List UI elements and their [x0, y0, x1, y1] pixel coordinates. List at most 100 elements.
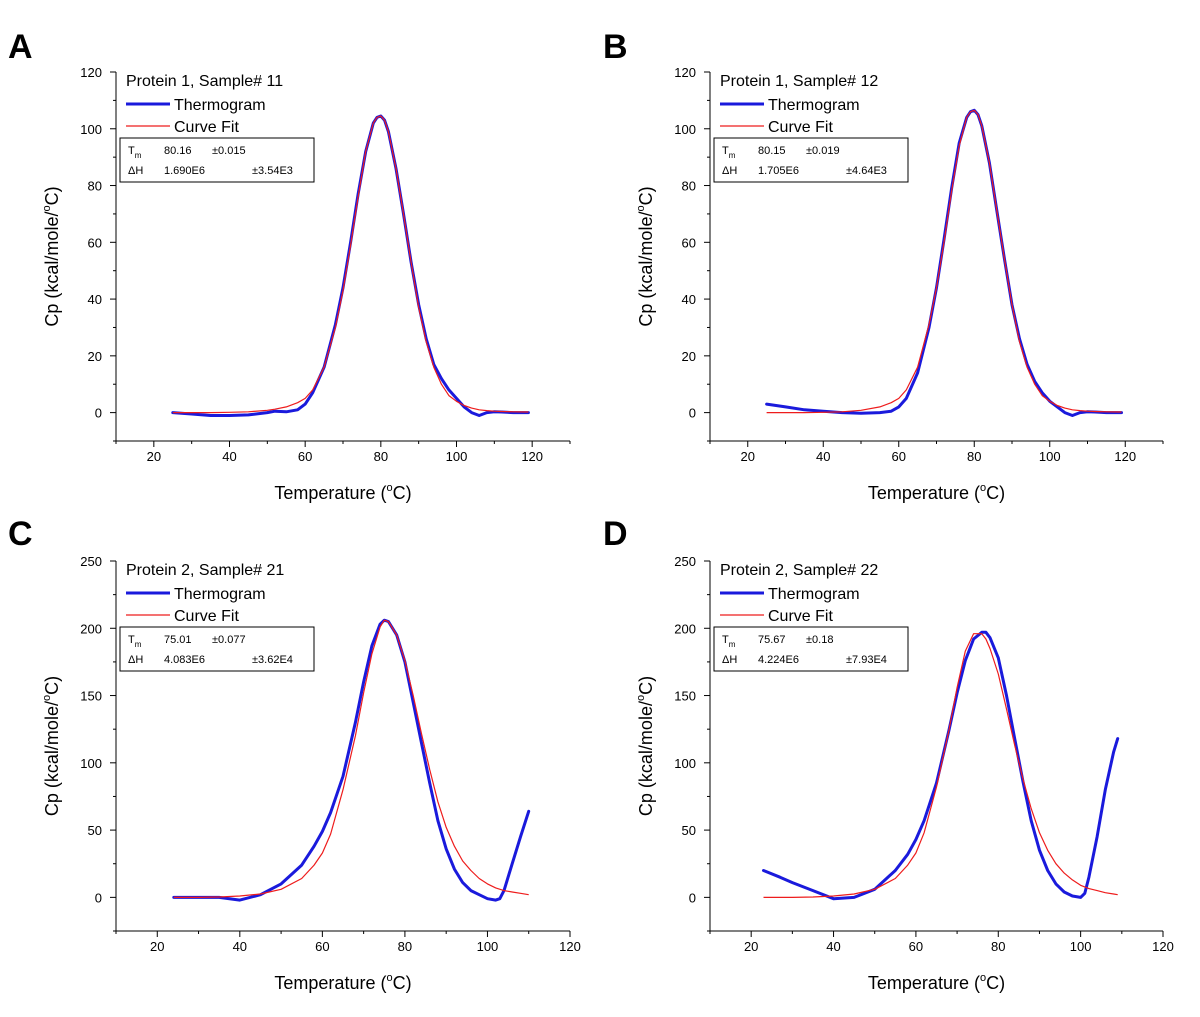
- y-tick-label: 100: [80, 756, 102, 771]
- dh-error: ±7.93E4: [846, 654, 887, 666]
- y-tick-label: 200: [674, 621, 696, 636]
- y-tick-label: 0: [689, 406, 696, 421]
- y-tick-label: 120: [674, 65, 696, 80]
- dh-error: ±3.54E3: [252, 165, 293, 177]
- dh-label: ΔH: [722, 654, 737, 666]
- x-tick-label: 60: [298, 449, 312, 464]
- x-axis-title: Temperature (oC): [274, 482, 411, 503]
- x-axis-title: Temperature (oC): [274, 972, 411, 993]
- x-tick-label: 120: [559, 939, 581, 954]
- dh-value: 1.690E6: [164, 165, 205, 177]
- y-tick-label: 20: [88, 349, 102, 364]
- dh-value: 4.083E6: [164, 654, 205, 666]
- dh-label: ΔH: [722, 165, 737, 177]
- y-tick-label: 50: [682, 823, 696, 838]
- dh-label: ΔH: [128, 165, 143, 177]
- x-tick-label: 60: [315, 939, 329, 954]
- y-tick-label: 250: [674, 554, 696, 569]
- panel-d: D 20 40 60 80 100 120 0 50 100 150 200 250 Temperatur…: [603, 515, 1174, 993]
- legend-thermogram-label: Thermogram: [768, 586, 860, 603]
- stats-box: [119, 137, 315, 183]
- y-tick-label: 100: [674, 756, 696, 771]
- y-tick-label: 50: [88, 823, 102, 838]
- legend-fit-label: Curve Fit: [768, 608, 833, 625]
- y-tick-label: 200: [80, 621, 102, 636]
- x-tick-label: 100: [1070, 939, 1092, 954]
- y-tick-label: 0: [689, 890, 696, 905]
- dh-label: ΔH: [128, 654, 143, 666]
- x-tick-label: 40: [826, 939, 840, 954]
- legend-fit-label: Curve Fit: [174, 608, 239, 625]
- curve-fit-line: [173, 619, 529, 899]
- tm-error: ±0.019: [806, 145, 840, 157]
- curve-fit-line: [763, 633, 1118, 899]
- y-axis-title: Cp (kcal/mole/oC): [41, 186, 62, 326]
- panel-letter: A: [8, 28, 33, 66]
- y-tick-label: 60: [682, 235, 696, 250]
- x-tick-label: 60: [892, 449, 906, 464]
- curve-fit-line: [172, 115, 529, 414]
- y-tick-label: 150: [80, 689, 102, 704]
- y-axis-title: Cp (kcal/mole/oC): [41, 676, 62, 816]
- y-tick-label: 20: [682, 349, 696, 364]
- curve-fit-line: [766, 109, 1122, 414]
- y-tick-label: 100: [674, 122, 696, 137]
- tm-value: 80.15: [758, 145, 786, 157]
- stats-box: [119, 626, 315, 672]
- tm-value: 75.01: [164, 634, 192, 646]
- legend-title: Protein 2, Sample# 22: [720, 562, 878, 579]
- x-tick-label: 120: [521, 449, 543, 464]
- y-tick-label: 150: [674, 689, 696, 704]
- y-tick-label: 250: [80, 554, 102, 569]
- dh-value: 4.224E6: [758, 654, 799, 666]
- x-tick-label: 60: [909, 939, 923, 954]
- x-axis-title: Temperature (oC): [868, 972, 1005, 993]
- y-tick-label: 0: [95, 406, 102, 421]
- x-tick-label: 20: [147, 449, 161, 464]
- dh-error: ±4.64E3: [846, 165, 887, 177]
- tm-value: 75.67: [758, 634, 786, 646]
- y-tick-label: 120: [80, 65, 102, 80]
- legend-title: Protein 2, Sample# 21: [126, 562, 284, 579]
- tm-label: Tm: [128, 634, 142, 649]
- legend-thermogram-label: Thermogram: [174, 97, 266, 114]
- x-tick-label: 80: [991, 939, 1005, 954]
- x-tick-label: 80: [967, 449, 981, 464]
- stats-box: [713, 137, 909, 183]
- y-tick-label: 0: [95, 890, 102, 905]
- dh-value: 1.705E6: [758, 165, 799, 177]
- legend-thermogram-label: Thermogram: [768, 97, 860, 114]
- y-tick-label: 100: [80, 122, 102, 137]
- x-tick-label: 120: [1114, 449, 1136, 464]
- y-tick-label: 40: [682, 292, 696, 307]
- stats-box: [713, 626, 909, 672]
- y-tick-label: 60: [88, 235, 102, 250]
- y-tick-label: 40: [88, 292, 102, 307]
- panel-letter: D: [603, 515, 628, 553]
- legend-fit-label: Curve Fit: [768, 119, 833, 136]
- panel-c: C 20 40 60 80 100 120 0 50 100 150 200 250 Temperatur…: [8, 515, 581, 993]
- x-tick-label: 40: [233, 939, 247, 954]
- y-tick-label: 80: [88, 179, 102, 194]
- y-axis-title: Cp (kcal/mole/oC): [635, 676, 656, 816]
- panel-a: A 20 40 60 80 100 120 0 20 40 60 80 100 120 Temperatur…: [8, 28, 571, 503]
- tm-label: Tm: [722, 634, 736, 649]
- x-tick-label: 80: [398, 939, 412, 954]
- tm-error: ±0.015: [212, 145, 246, 157]
- y-tick-label: 80: [682, 179, 696, 194]
- x-axis-title: Temperature (oC): [868, 482, 1005, 503]
- x-tick-label: 20: [744, 939, 758, 954]
- x-tick-label: 20: [741, 449, 755, 464]
- legend-title: Protein 1, Sample# 11: [126, 73, 283, 90]
- legend-thermogram-label: Thermogram: [174, 586, 266, 603]
- tm-error: ±0.18: [806, 634, 833, 646]
- tm-label: Tm: [128, 145, 142, 160]
- x-tick-label: 80: [374, 449, 388, 464]
- legend-fit-label: Curve Fit: [174, 119, 239, 136]
- y-axis-title: Cp (kcal/mole/oC): [635, 186, 656, 326]
- x-tick-label: 40: [816, 449, 830, 464]
- tm-label: Tm: [722, 145, 736, 160]
- tm-value: 80.16: [164, 145, 192, 157]
- x-tick-label: 100: [446, 449, 468, 464]
